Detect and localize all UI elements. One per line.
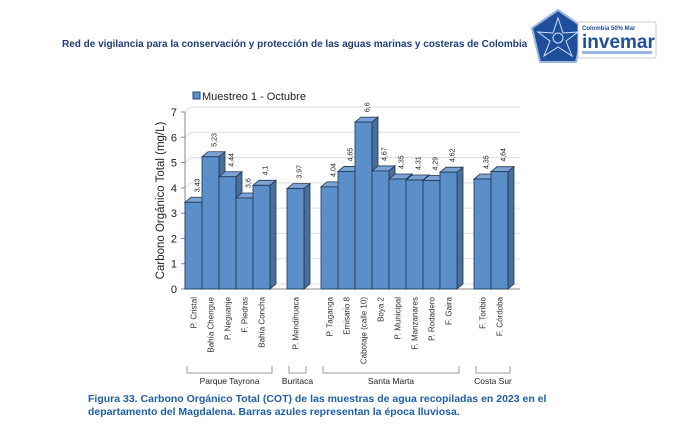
- svg-text:invemar: invemar: [582, 32, 655, 53]
- group-label: Santa Marta: [368, 376, 415, 386]
- x-tick-label: F. Toribio: [479, 296, 488, 328]
- grid-line-depth: [184, 182, 192, 189]
- invemar-logo: Colombia 50% Mar invemar: [530, 8, 657, 63]
- bar: [235, 197, 254, 290]
- data-label: 4,1: [263, 165, 270, 175]
- x-tick-label: Boya 2: [377, 296, 386, 321]
- x-tick-label: F. Gaira: [445, 296, 454, 325]
- bar: [201, 156, 220, 290]
- cot-bar-chart: 0 1 2 3 4 5 6 7 Carbono Orgánico Total (mg/L) Mue…: [155, 91, 520, 386]
- bar: [252, 184, 271, 290]
- x-tick-label: F. Córdoba: [496, 296, 505, 336]
- data-label: 4,64: [501, 148, 508, 162]
- data-label: 4,29: [433, 157, 440, 171]
- y-tick-label: 6: [171, 132, 177, 144]
- group-label: Buritaca: [282, 376, 313, 386]
- x-tick-label: Bahía Chengue: [207, 296, 216, 352]
- data-label: 4,44: [229, 153, 236, 167]
- y-tick-label: 7: [171, 107, 177, 119]
- x-tick-label: Emisario 8: [343, 296, 352, 334]
- x-tick-label: P. Cristal: [190, 297, 199, 329]
- group-bracket: [288, 366, 307, 374]
- group-bracket: [322, 366, 460, 374]
- bar: [320, 186, 339, 290]
- x-tick-label: F. Piedras: [241, 297, 250, 333]
- grid-line-depth: [184, 131, 192, 138]
- grid-line-depth: [184, 157, 192, 163]
- bar: [473, 178, 492, 290]
- x-tick-label: P. Taganga: [326, 296, 335, 336]
- data-label: 3,43: [195, 179, 202, 193]
- data-label: 4,62: [450, 148, 457, 162]
- bar: [218, 176, 237, 290]
- x-tick-label: P. Mendihuaca: [292, 296, 301, 349]
- bar: [490, 171, 509, 290]
- group-label: Costa Sur: [474, 376, 512, 386]
- group-bracket: [186, 366, 273, 374]
- data-label: 4,35: [399, 155, 406, 169]
- bar: [439, 171, 458, 290]
- data-label: 4,04: [331, 163, 338, 177]
- bar: [422, 180, 441, 290]
- bar-side: [303, 182, 311, 290]
- bar: [184, 201, 203, 290]
- bar-side: [456, 166, 464, 290]
- data-label: 4,35: [484, 155, 491, 169]
- grid-line-depth: [184, 106, 192, 113]
- x-tick-label: P. Rodadero: [428, 296, 437, 340]
- group-bracket: [475, 366, 511, 374]
- bar: [371, 170, 390, 290]
- x-tick-label: P. Municipal: [394, 297, 403, 340]
- figure-caption: Figura 33. Carbono Orgánico Total (COT) …: [88, 393, 547, 418]
- data-label: 4,65: [348, 148, 355, 162]
- x-tick-label: P. Neguanje: [224, 296, 233, 340]
- y-tick-label: 1: [171, 259, 177, 271]
- data-label: 4,67: [382, 147, 389, 161]
- group-label: Parque Tayrona: [200, 376, 260, 386]
- y-tick-label: 2: [171, 233, 177, 245]
- bar-side: [507, 165, 515, 290]
- bar: [405, 179, 424, 290]
- x-tick-label: Cabotaje (calle 10): [360, 297, 369, 364]
- legend-swatch: [192, 91, 201, 100]
- data-label: 6,6: [365, 102, 372, 112]
- y-tick-label: 3: [171, 208, 177, 220]
- x-tick-label: F. Manzanares: [411, 297, 420, 349]
- bar: [354, 121, 373, 290]
- report-header: Red de vigilancia para la conservación y…: [62, 39, 528, 50]
- bar: [337, 171, 356, 290]
- y-axis-label: Carbono Orgánico Total (mg/L): [155, 121, 167, 279]
- data-label: 4,31: [416, 156, 423, 170]
- legend-label: Muestreo 1 - Octubre: [202, 91, 306, 103]
- bar: [286, 188, 305, 290]
- y-tick-label: 0: [171, 284, 177, 296]
- y-tick-label: 4: [171, 183, 177, 195]
- bar-side: [269, 179, 277, 290]
- data-label: 3,6: [246, 178, 253, 188]
- data-label: 5,23: [212, 133, 219, 147]
- data-label: 3,97: [297, 165, 304, 179]
- y-tick-label: 5: [171, 158, 177, 170]
- svg-text:Colombia 50% Mar: Colombia 50% Mar: [582, 26, 636, 32]
- x-tick-label: Bahía Concha: [258, 296, 267, 347]
- bar: [388, 178, 407, 290]
